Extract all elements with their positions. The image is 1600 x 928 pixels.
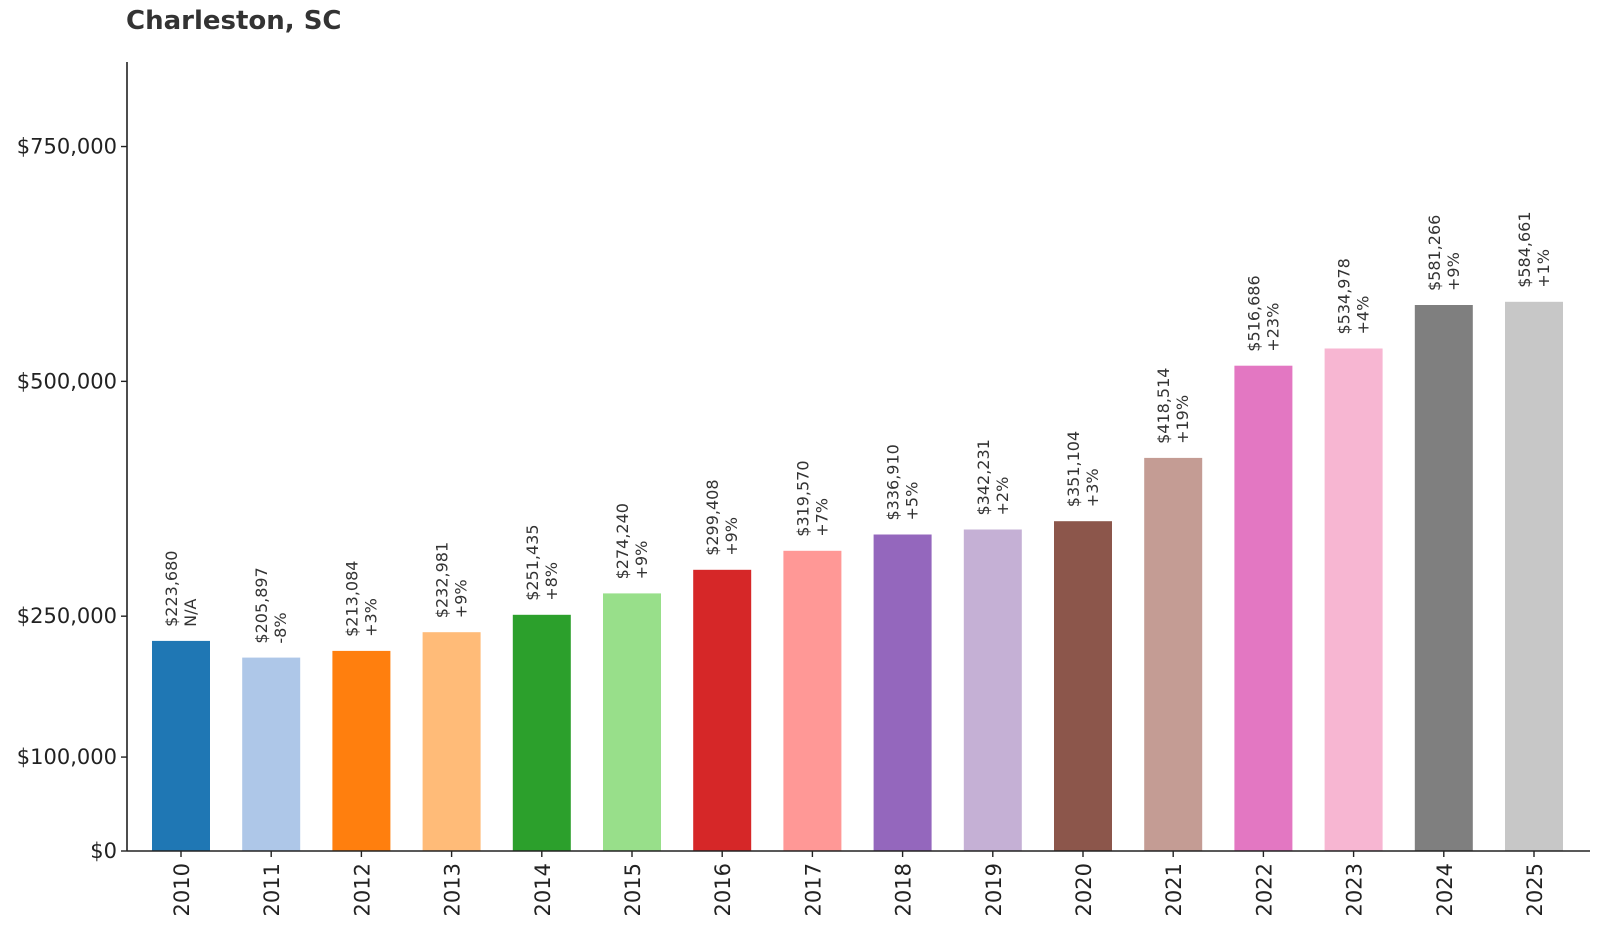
x-tick-label: 2016 <box>711 863 735 916</box>
x-tick-label: 2011 <box>260 863 284 916</box>
value-label: $418,514 <box>1154 368 1173 444</box>
value-label: $584,661 <box>1515 211 1534 287</box>
change-label: +23% <box>1263 303 1282 352</box>
value-label: $534,978 <box>1335 258 1354 334</box>
bar <box>1234 365 1293 851</box>
value-label: $336,910 <box>884 444 903 520</box>
change-label: +3% <box>1083 468 1102 507</box>
y-tick-label: $0 <box>90 839 117 863</box>
bar <box>693 569 752 851</box>
value-label: $232,981 <box>433 542 452 618</box>
x-tick-label: 2021 <box>1162 863 1186 916</box>
x-tick-label: 2010 <box>170 863 194 916</box>
bar <box>1505 301 1563 851</box>
bar <box>873 534 932 851</box>
bar <box>963 529 1022 851</box>
value-label: $299,408 <box>703 479 722 555</box>
value-label: $351,104 <box>1064 431 1083 507</box>
x-tick-label: 2025 <box>1523 863 1547 916</box>
bar <box>422 632 481 851</box>
bar <box>242 657 301 851</box>
change-label: +19% <box>1173 395 1192 444</box>
bar <box>783 550 842 851</box>
x-tick-label: 2020 <box>1072 863 1096 916</box>
bars-group <box>152 301 1563 851</box>
bar <box>152 640 210 851</box>
change-label: N/A <box>181 599 200 627</box>
bar <box>512 614 571 851</box>
x-tick-label: 2023 <box>1343 863 1367 916</box>
change-label: -8% <box>271 612 290 643</box>
x-tick-label: 2024 <box>1433 863 1457 916</box>
change-label: +2% <box>993 477 1012 516</box>
y-tick-label: $750,000 <box>17 135 117 159</box>
value-label: $342,231 <box>974 439 993 515</box>
x-tick-label: 2014 <box>531 863 555 916</box>
change-label: +3% <box>361 598 380 637</box>
value-label: $319,570 <box>793 460 812 536</box>
y-tick-label: $250,000 <box>17 604 117 628</box>
x-tick-label: 2022 <box>1252 863 1276 916</box>
bar <box>1414 305 1473 851</box>
value-label: $213,084 <box>342 561 361 637</box>
value-label: $581,266 <box>1425 215 1444 291</box>
value-label: $251,435 <box>523 524 542 600</box>
bar <box>1054 521 1112 851</box>
value-label: $516,686 <box>1244 275 1263 351</box>
x-tick-label: 2012 <box>350 863 374 916</box>
value-label: $223,680 <box>162 551 181 627</box>
change-label: +9% <box>452 579 471 618</box>
change-label: +9% <box>722 517 741 556</box>
change-label: +9% <box>1444 252 1463 291</box>
x-tick-label: 2019 <box>982 863 1006 916</box>
x-tick-label: 2013 <box>441 863 465 916</box>
bar <box>332 650 391 851</box>
x-axis-ticks: 2010 2011 2012 2013 2014 2015 2016 2017 2018 2019… <box>170 851 1547 916</box>
value-label: $205,897 <box>252 567 271 643</box>
change-label: +5% <box>903 482 922 521</box>
chart-title: Charleston, SC <box>126 6 342 36</box>
change-label: +1% <box>1534 249 1553 288</box>
change-label: +9% <box>632 541 651 580</box>
bar <box>1144 457 1203 851</box>
x-tick-label: 2018 <box>892 863 916 916</box>
change-label: +8% <box>542 562 561 601</box>
y-tick-label: $500,000 <box>17 369 117 393</box>
bar <box>1324 348 1383 851</box>
x-tick-label: 2015 <box>621 863 645 916</box>
change-label: +4% <box>1354 296 1373 335</box>
data-labels-group: $223,680 N/A $205,897 -8% $213,084 +3% $232,98… <box>162 211 1553 643</box>
bar <box>603 593 661 851</box>
value-label: $274,240 <box>613 503 632 579</box>
x-tick-label: 2017 <box>801 863 825 916</box>
change-label: +7% <box>812 498 831 537</box>
y-tick-label: $100,000 <box>17 745 117 769</box>
y-axis-ticks: $0 $100,000 $250,000 $500,000 $750,000 <box>17 135 127 863</box>
